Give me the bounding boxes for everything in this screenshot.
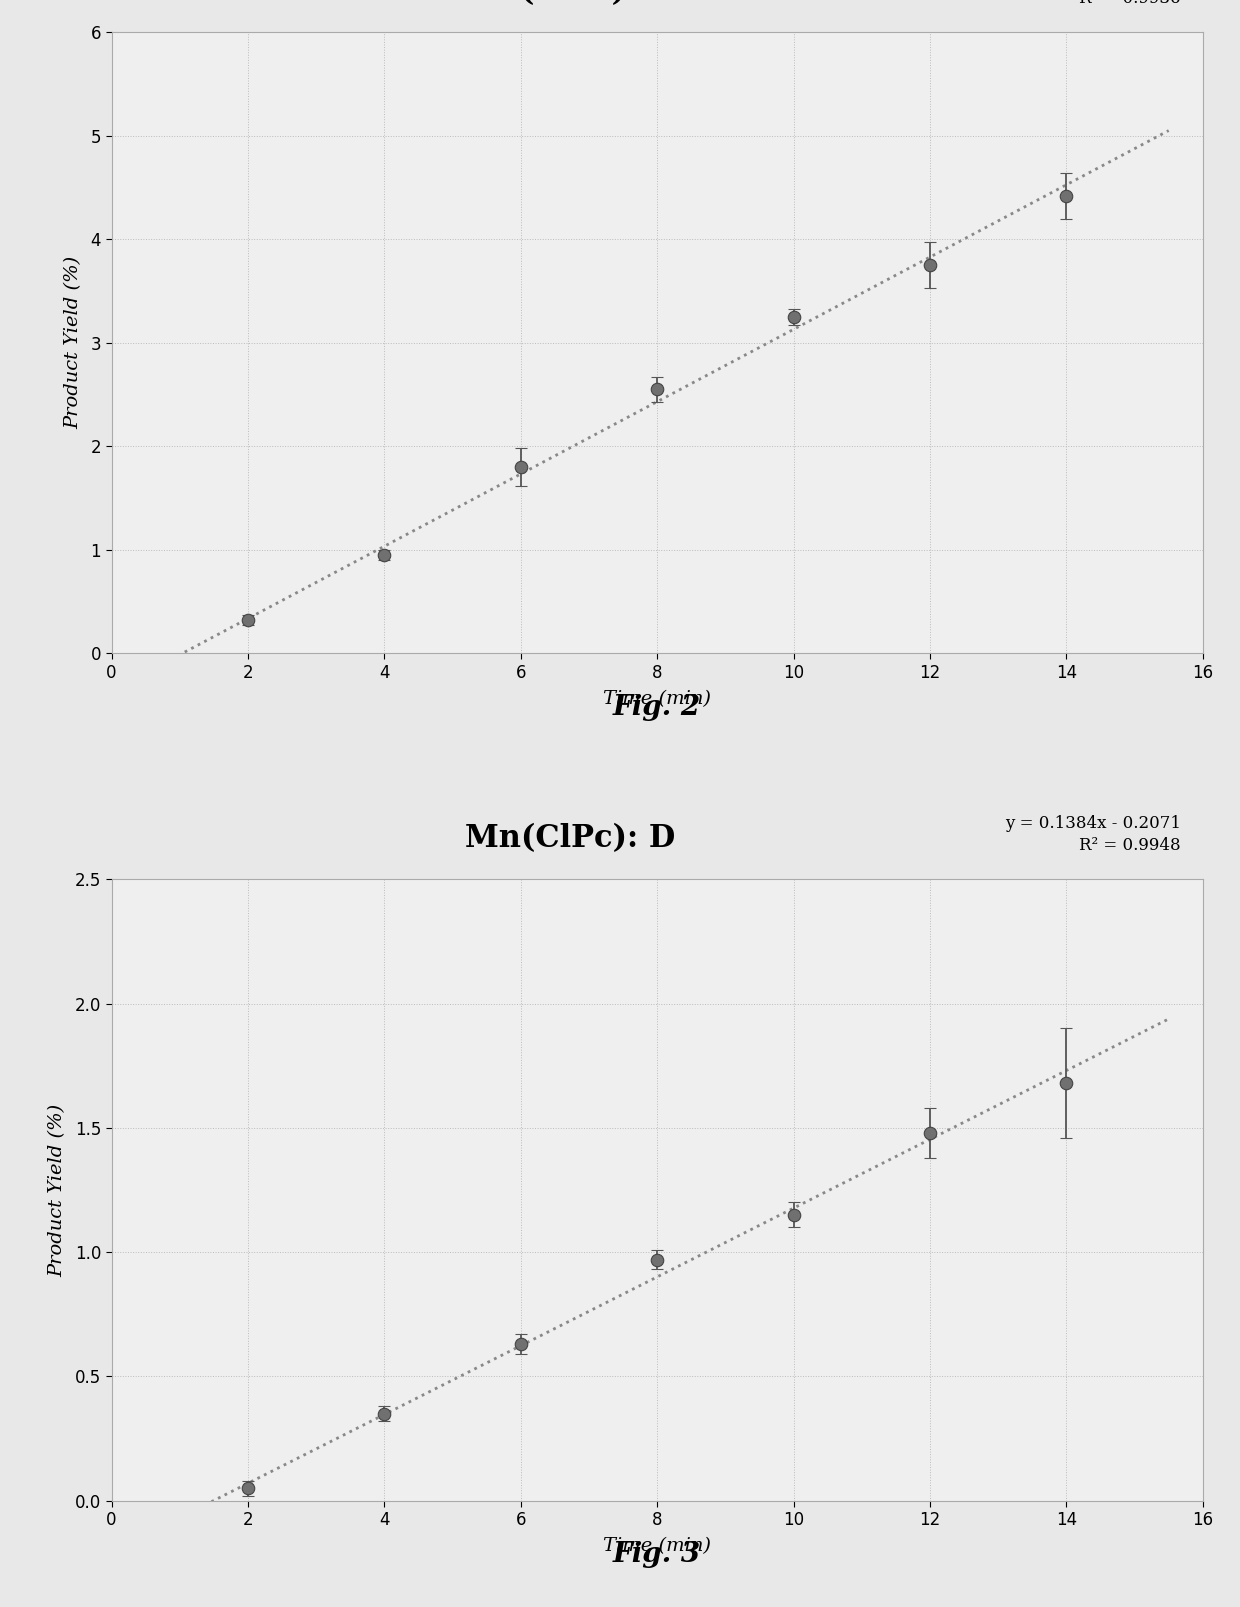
Text: Fig. 2: Fig. 2 — [613, 694, 702, 722]
Y-axis label: Product Yield (%): Product Yield (%) — [48, 1104, 67, 1276]
Text: y = 0.3491x - 0.3614
R² = 0.9936: y = 0.3491x - 0.3614 R² = 0.9936 — [1006, 0, 1180, 8]
Text: Mn(ClPc): D: Mn(ClPc): D — [465, 823, 675, 855]
Text: Mn(ClPc): H: Mn(ClPc): H — [464, 0, 676, 8]
X-axis label: Time (min): Time (min) — [603, 689, 712, 709]
Text: y = 0.1384x - 0.2071
R² = 0.9948: y = 0.1384x - 0.2071 R² = 0.9948 — [1004, 815, 1180, 855]
Text: Fig. 3: Fig. 3 — [613, 1541, 702, 1568]
Y-axis label: Product Yield (%): Product Yield (%) — [64, 256, 82, 429]
X-axis label: Time (min): Time (min) — [603, 1538, 712, 1556]
